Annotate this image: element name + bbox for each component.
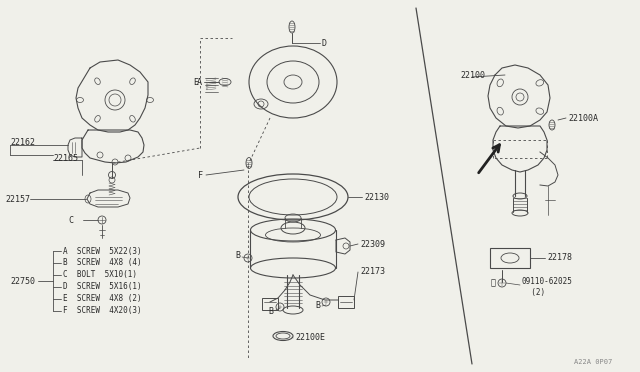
Text: F: F [198,170,203,180]
Text: C  BOLT  5X10(1): C BOLT 5X10(1) [63,270,137,279]
Text: (2): (2) [522,288,545,296]
Text: 22178: 22178 [547,253,572,263]
Text: D: D [322,38,327,48]
Text: E: E [193,77,198,87]
Text: 22100A: 22100A [568,113,598,122]
Text: C: C [68,215,73,224]
Bar [338,296,354,308]
Text: B: B [235,250,240,260]
Text: 22162: 22162 [10,138,35,147]
Text: A: A [197,77,202,87]
Text: B: B [268,308,273,317]
Text: B: B [315,301,320,311]
Text: 22173: 22173 [360,267,385,276]
Text: D  SCREW  5X16(1): D SCREW 5X16(1) [63,282,141,292]
Text: 22750: 22750 [10,276,35,285]
Text: 22130: 22130 [364,192,389,202]
Text: 22100E: 22100E [295,333,325,341]
Text: 22165: 22165 [53,154,78,163]
Text: 22100: 22100 [460,71,485,80]
Bar [490,248,530,268]
Text: A  SCREW  5X22(3): A SCREW 5X22(3) [63,247,141,256]
Text: Ⓑ: Ⓑ [491,279,496,288]
Text: F  SCREW  4X20(3): F SCREW 4X20(3) [63,307,141,315]
Text: 09110-62025: 09110-62025 [522,278,573,286]
Text: E  SCREW  4X8 (2): E SCREW 4X8 (2) [63,295,141,304]
Text: 22157: 22157 [5,195,30,203]
Text: 22309: 22309 [360,240,385,248]
Text: A22A 0P07: A22A 0P07 [574,359,612,365]
Text: B  SCREW  4X8 (4): B SCREW 4X8 (4) [63,259,141,267]
Bar [262,298,278,310]
